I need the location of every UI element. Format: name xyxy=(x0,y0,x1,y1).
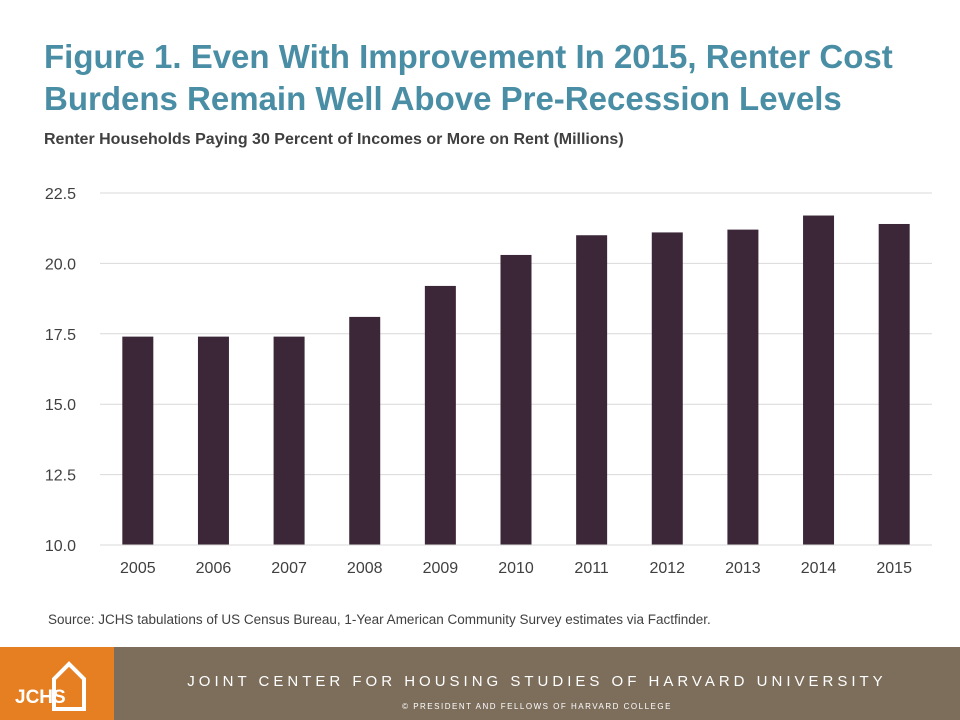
x-tick-label: 2012 xyxy=(649,560,685,577)
x-tick-label: 2005 xyxy=(120,560,156,577)
x-tick-label: 2011 xyxy=(574,560,609,577)
y-tick-label: 10.0 xyxy=(45,538,76,555)
bar-2005 xyxy=(122,336,154,545)
bar-2013 xyxy=(727,229,759,545)
jchs-logo: JCHS xyxy=(0,647,114,720)
x-tick-label: 2013 xyxy=(725,560,761,577)
bar-2011 xyxy=(576,235,608,545)
bar-2006 xyxy=(197,336,229,545)
bar-2014 xyxy=(803,215,835,545)
bar-2008 xyxy=(349,316,381,545)
x-tick-label: 2015 xyxy=(876,560,912,577)
source-note: Source: JCHS tabulations of US Census Bu… xyxy=(48,612,711,627)
bar-2007 xyxy=(273,336,305,545)
x-tick-label: 2009 xyxy=(423,560,459,577)
footer: JOINT CENTER FOR HOUSING STUDIES OF HARV… xyxy=(114,647,960,720)
bar-2012 xyxy=(651,232,683,545)
footer-copyright: © PRESIDENT AND FELLOWS OF HARVARD COLLE… xyxy=(402,702,672,711)
chart-title: Renter Households Paying 30 Percent of I… xyxy=(44,131,624,148)
x-tick-label: 2008 xyxy=(347,560,383,577)
bar-2010 xyxy=(500,254,532,545)
y-tick-label: 20.0 xyxy=(45,256,76,273)
y-tick-label: 17.5 xyxy=(45,327,76,344)
bar-chart: 10.0 12.5 15.0 17.5 20.0 22.5 2005 2006 2007 2008… xyxy=(45,186,932,577)
x-tick-label: 2010 xyxy=(498,560,534,577)
x-tick-label: 2007 xyxy=(271,560,307,577)
footer-organization-name: JOINT CENTER FOR HOUSING STUDIES OF HARV… xyxy=(187,673,887,690)
page-title: Figure 1. Even With Improvement In 2015,… xyxy=(44,38,893,117)
logo-text: JCHS xyxy=(15,687,66,708)
bar-2009 xyxy=(424,285,456,545)
y-tick-label: 22.5 xyxy=(45,186,76,203)
x-tick-label: 2006 xyxy=(196,560,232,577)
y-tick-label: 12.5 xyxy=(45,468,76,485)
house-icon xyxy=(52,661,86,711)
bar-2015 xyxy=(878,223,910,545)
y-tick-label: 15.0 xyxy=(45,397,76,414)
x-tick-label: 2014 xyxy=(801,560,837,577)
